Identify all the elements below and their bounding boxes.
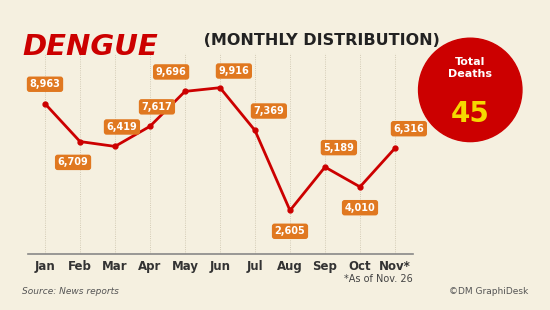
Text: 9,916: 9,916 [218, 66, 249, 76]
Text: 7,369: 7,369 [254, 106, 284, 116]
Circle shape [419, 38, 522, 142]
Text: 4,010: 4,010 [345, 203, 375, 213]
Text: 2,605: 2,605 [274, 226, 305, 236]
Text: 6,419: 6,419 [107, 122, 138, 132]
Text: Total
Deaths: Total Deaths [448, 57, 492, 79]
Text: 6,316: 6,316 [393, 124, 424, 134]
Text: 6,709: 6,709 [58, 157, 89, 167]
Text: 7,617: 7,617 [141, 102, 172, 112]
Text: (MONTHLY DISTRIBUTION): (MONTHLY DISTRIBUTION) [198, 33, 440, 47]
Text: 8,963: 8,963 [30, 79, 60, 89]
Text: 9,696: 9,696 [156, 67, 186, 77]
Text: DENGUE: DENGUE [22, 33, 158, 60]
Text: 5,189: 5,189 [323, 143, 354, 153]
Text: 45: 45 [451, 100, 490, 128]
Text: Source: News reports: Source: News reports [22, 287, 119, 296]
Text: *As of Nov. 26: *As of Nov. 26 [344, 274, 412, 284]
Text: ©DM GraphiDesk: ©DM GraphiDesk [449, 287, 528, 296]
